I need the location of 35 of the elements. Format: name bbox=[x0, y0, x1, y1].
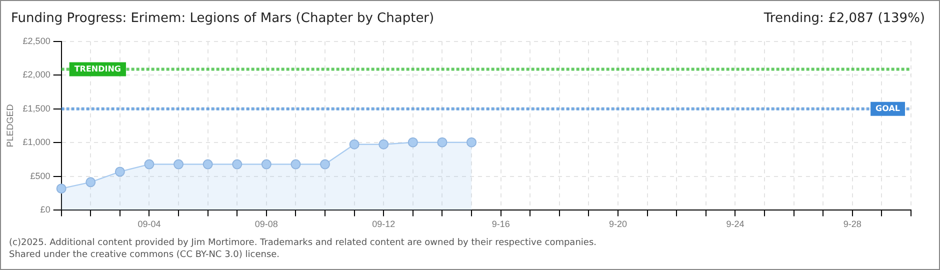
point bbox=[114, 166, 125, 177]
point bbox=[378, 139, 389, 150]
y-tick-label: £1,500 bbox=[22, 103, 50, 114]
point bbox=[320, 159, 330, 170]
text: Shared under the creative commons (CC BY-NC 3.0) license. bbox=[9, 250, 280, 260]
point bbox=[349, 139, 360, 150]
point bbox=[437, 137, 448, 148]
ref-line-label: TRENDING bbox=[74, 64, 121, 74]
point bbox=[86, 177, 96, 188]
point bbox=[144, 159, 154, 170]
point bbox=[466, 137, 477, 148]
point bbox=[174, 159, 184, 170]
point bbox=[56, 184, 66, 194]
x-tick-label: 09-04 bbox=[138, 219, 161, 230]
y-tick-label: £1,000 bbox=[22, 137, 50, 148]
chart-subtitle: Trending: £2,087 (139%) bbox=[764, 11, 925, 26]
x-tick-label: 9-20 bbox=[609, 219, 628, 230]
x-tick-label: 09-08 bbox=[254, 219, 278, 230]
x-tick-label: 9-24 bbox=[726, 219, 744, 230]
y-tick-label: £2,000 bbox=[22, 70, 50, 80]
chart-title: Funding Progress: Erimem: Legions of Mars (Chapter by Chapter) bbox=[11, 11, 434, 26]
y-axis-title: PLEDGED bbox=[4, 104, 15, 148]
text: (c)2025. Additional content provided by Jim Mortimore. Trademarks and related content are owned by their respective companies. bbox=[9, 238, 596, 248]
x-tick-label: 09-12 bbox=[372, 219, 396, 230]
point bbox=[408, 137, 418, 148]
point bbox=[232, 159, 242, 170]
y-tick-label: £500 bbox=[30, 170, 50, 181]
y-tick-label: £0 bbox=[40, 204, 50, 215]
x-tick-label: 9-28 bbox=[843, 219, 862, 230]
point bbox=[290, 159, 301, 170]
point bbox=[202, 159, 213, 170]
ref-line-label: GOAL bbox=[876, 104, 900, 113]
x-tick-label: 9-16 bbox=[492, 219, 510, 230]
point bbox=[261, 159, 272, 170]
y-tick-label: £2,500 bbox=[22, 36, 50, 46]
